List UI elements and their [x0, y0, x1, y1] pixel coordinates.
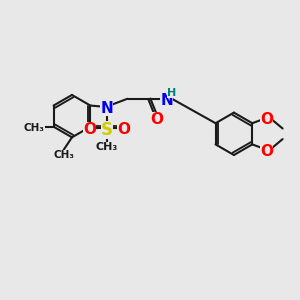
Text: O: O: [260, 144, 273, 159]
Text: O: O: [260, 112, 273, 127]
Text: CH₃: CH₃: [53, 150, 74, 161]
Text: O: O: [151, 112, 164, 127]
Text: N: N: [100, 101, 113, 116]
Text: S: S: [100, 121, 112, 139]
Text: O: O: [117, 122, 130, 137]
Text: H: H: [167, 88, 176, 98]
Text: CH₃: CH₃: [24, 123, 45, 133]
Text: N: N: [160, 93, 173, 108]
Text: CH₃: CH₃: [95, 142, 118, 152]
Text: O: O: [83, 122, 96, 137]
